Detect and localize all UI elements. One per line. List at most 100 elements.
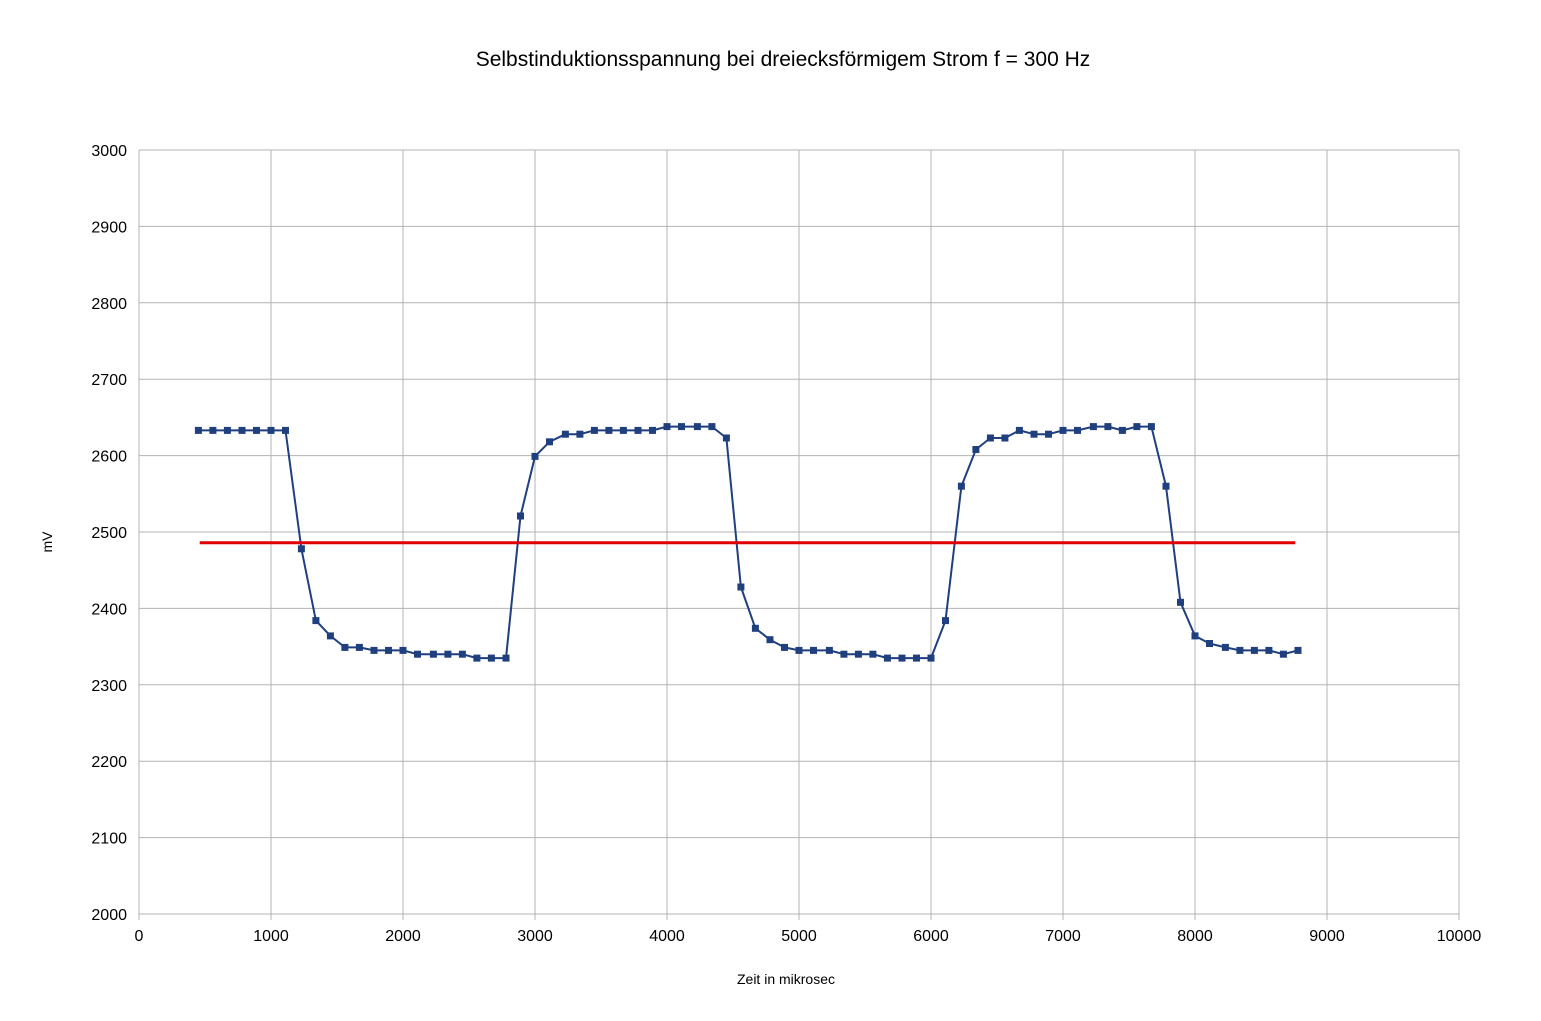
plot-series — [194, 423, 1302, 662]
x-tick-label: 8000 — [1177, 928, 1213, 945]
data-point-marker — [444, 650, 452, 658]
data-point-marker — [942, 617, 949, 625]
y-tick-label: 2800 — [91, 296, 127, 313]
data-point-marker — [1045, 430, 1052, 438]
data-point-marker — [429, 650, 437, 658]
data-point-marker — [1221, 643, 1229, 651]
data-point-marker — [253, 426, 260, 434]
data-point-marker — [1162, 482, 1170, 490]
y-tick-label: 2300 — [91, 678, 127, 695]
data-point-marker — [517, 512, 524, 520]
x-tick-label: 9000 — [1309, 928, 1345, 945]
y-tick-label: 2600 — [91, 449, 127, 466]
data-point-marker — [649, 426, 656, 434]
y-tick-label: 2900 — [91, 219, 127, 236]
data-point-marker — [927, 654, 935, 662]
data-point-marker — [209, 426, 217, 434]
data-point-marker — [282, 426, 289, 434]
data-point-marker — [795, 646, 803, 654]
data-point-marker — [737, 583, 745, 591]
data-point-marker — [487, 654, 495, 662]
data-point-marker — [1030, 430, 1038, 438]
data-point-marker — [1191, 632, 1199, 640]
y-tick-label: 2400 — [91, 601, 127, 618]
data-point-marker — [708, 423, 716, 431]
data-point-marker — [957, 482, 965, 490]
data-point-marker — [312, 617, 320, 625]
y-tick-label: 2100 — [91, 831, 127, 848]
data-point-marker — [1001, 434, 1009, 442]
y-axis-label: mV — [39, 531, 55, 553]
data-point-marker — [1279, 650, 1287, 658]
y-tick-label: 2000 — [91, 907, 127, 924]
data-point-marker — [605, 426, 613, 434]
data-point-marker — [561, 430, 569, 438]
data-point-marker — [693, 423, 701, 431]
data-point-marker — [854, 650, 862, 658]
data-point-marker — [634, 426, 642, 434]
data-point-marker — [1104, 423, 1112, 431]
data-point-marker — [1236, 646, 1244, 654]
data-point-marker — [1250, 646, 1258, 654]
data-point-marker — [1206, 640, 1213, 647]
y-tick-label: 2200 — [91, 754, 127, 771]
y-tick-label: 3000 — [91, 143, 127, 160]
data-point-marker — [1294, 646, 1302, 654]
data-point-marker — [1015, 426, 1023, 434]
data-point-marker — [546, 438, 553, 446]
measurement-line — [198, 425, 1299, 660]
data-point-marker — [473, 654, 481, 662]
data-point-marker — [1089, 423, 1097, 431]
data-point-marker — [972, 446, 980, 453]
data-point-marker — [590, 426, 598, 434]
data-point-marker — [825, 646, 833, 654]
data-point-marker — [385, 646, 392, 654]
x-axis-ticks: 0 1000 2000 3000 4000 5000 6000 7000 8000 9000 100… — [135, 928, 1482, 945]
data-point-marker — [414, 650, 421, 658]
x-tick-label: 1000 — [253, 928, 289, 945]
y-tick-label: 2500 — [91, 525, 127, 542]
data-point-marker — [267, 426, 275, 434]
data-point-marker — [751, 624, 759, 632]
data-point-marker — [1177, 598, 1184, 606]
data-point-marker — [576, 430, 584, 438]
data-point-marker — [341, 643, 349, 651]
data-point-marker — [355, 643, 363, 651]
x-tick-label: 5000 — [781, 928, 817, 945]
data-point-marker — [678, 423, 685, 431]
data-point-marker — [722, 434, 730, 442]
y-tick-label: 2700 — [91, 372, 127, 389]
data-point-marker — [781, 643, 788, 651]
gridlines — [138, 149, 1460, 920]
data-point-marker — [531, 452, 539, 460]
data-point-marker — [502, 654, 510, 662]
x-tick-label: 2000 — [385, 928, 421, 945]
data-point-marker — [913, 654, 920, 662]
data-point-marker — [238, 426, 246, 434]
chart-title: Selbstinduktionsspannung bei dreiecksför… — [476, 48, 1091, 71]
data-point-marker — [1118, 426, 1126, 434]
data-point-marker — [869, 650, 877, 658]
x-tick-label: 6000 — [913, 928, 949, 945]
data-point-marker — [619, 426, 627, 434]
data-point-marker — [458, 650, 466, 658]
data-point-marker — [986, 434, 994, 442]
data-point-marker — [898, 654, 906, 662]
data-point-marker — [194, 426, 202, 434]
data-point-marker — [399, 646, 407, 654]
data-point-marker — [840, 650, 848, 658]
data-point-marker — [1133, 423, 1141, 431]
y-axis-ticks: 2000 2100 2200 2300 2400 2500 2600 2700 2800 2900… — [91, 143, 127, 924]
data-point-marker — [663, 423, 671, 431]
data-point-marker — [297, 545, 305, 553]
data-point-marker — [1059, 426, 1067, 434]
data-point-marker — [370, 646, 378, 654]
data-point-marker — [810, 646, 817, 654]
x-axis-label: Zeit in mikrosec — [737, 971, 835, 987]
x-tick-label: 3000 — [517, 928, 553, 945]
x-tick-label: 4000 — [649, 928, 685, 945]
x-tick-label: 10000 — [1437, 928, 1482, 945]
x-tick-label: 0 — [135, 928, 144, 945]
data-point-marker — [223, 426, 231, 434]
